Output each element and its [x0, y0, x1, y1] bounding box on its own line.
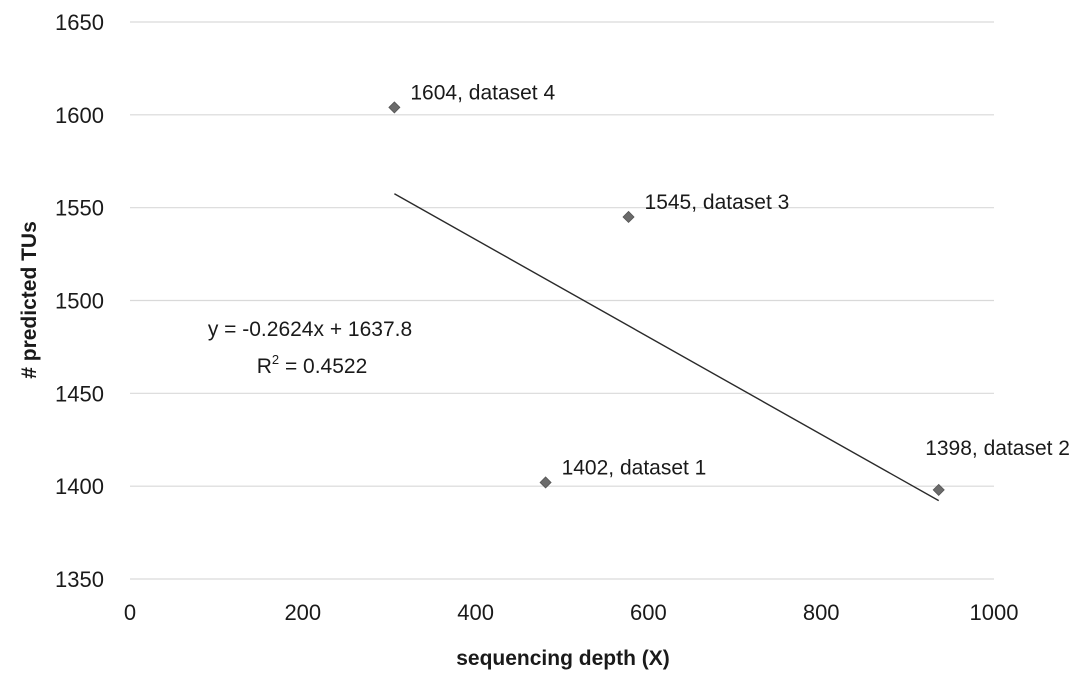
data-point-label: 1398, dataset 2	[925, 437, 1070, 460]
data-point-marker	[389, 102, 400, 113]
y-tick-label: 1550	[55, 196, 104, 221]
data-point-marker	[623, 211, 634, 222]
y-tick-label: 1600	[55, 103, 104, 128]
x-tick-label: 600	[630, 600, 667, 625]
r2-value: = 0.4522	[279, 355, 367, 378]
data-points	[389, 102, 944, 495]
x-tick-label: 200	[284, 600, 321, 625]
trendline-r-squared: R2 = 0.4522	[257, 352, 368, 378]
x-tick-label: 800	[803, 600, 840, 625]
x-tick-label: 0	[124, 600, 136, 625]
r2-superscript: 2	[272, 352, 279, 367]
y-tick-label: 1650	[55, 10, 104, 35]
gridlines	[130, 22, 994, 579]
y-tick-label: 1450	[55, 381, 104, 406]
trendline-layer	[394, 194, 938, 501]
y-tick-label: 1350	[55, 567, 104, 592]
y-tick-label: 1400	[55, 474, 104, 499]
y-axis-title: # predicted TUs	[18, 221, 41, 379]
y-tick-label: 1500	[55, 289, 104, 314]
x-axis-title: sequencing depth (X)	[456, 647, 670, 670]
data-point-label: 1545, dataset 3	[645, 191, 790, 214]
linear-trendline	[394, 194, 938, 501]
r2-prefix: R	[257, 355, 272, 378]
y-axis-ticks: 1350 1400 1450 1500 1550 1600 1650	[55, 10, 104, 592]
data-point-label: 1402, dataset 1	[562, 456, 707, 479]
x-tick-label: 1000	[970, 600, 1019, 625]
trendline-equation: y = -0.2624x + 1637.8	[208, 318, 412, 341]
data-labels: 1402, dataset 1 1398, dataset 2 1545, data…	[410, 81, 1070, 479]
data-point-label: 1604, dataset 4	[410, 81, 555, 104]
x-axis-ticks: 0 200 400 600 800 1000	[124, 600, 1019, 625]
x-tick-label: 400	[457, 600, 494, 625]
